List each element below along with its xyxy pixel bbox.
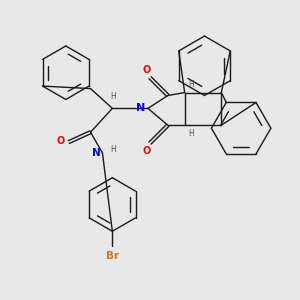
Text: N: N [92, 148, 100, 158]
Text: H: H [110, 92, 116, 101]
Text: H: H [189, 80, 194, 88]
Text: H: H [189, 129, 194, 138]
Text: O: O [56, 136, 65, 146]
Text: Br: Br [106, 251, 119, 261]
Text: O: O [143, 65, 151, 75]
Text: O: O [143, 146, 151, 156]
Text: H: H [110, 145, 116, 154]
Text: N: N [136, 103, 145, 113]
